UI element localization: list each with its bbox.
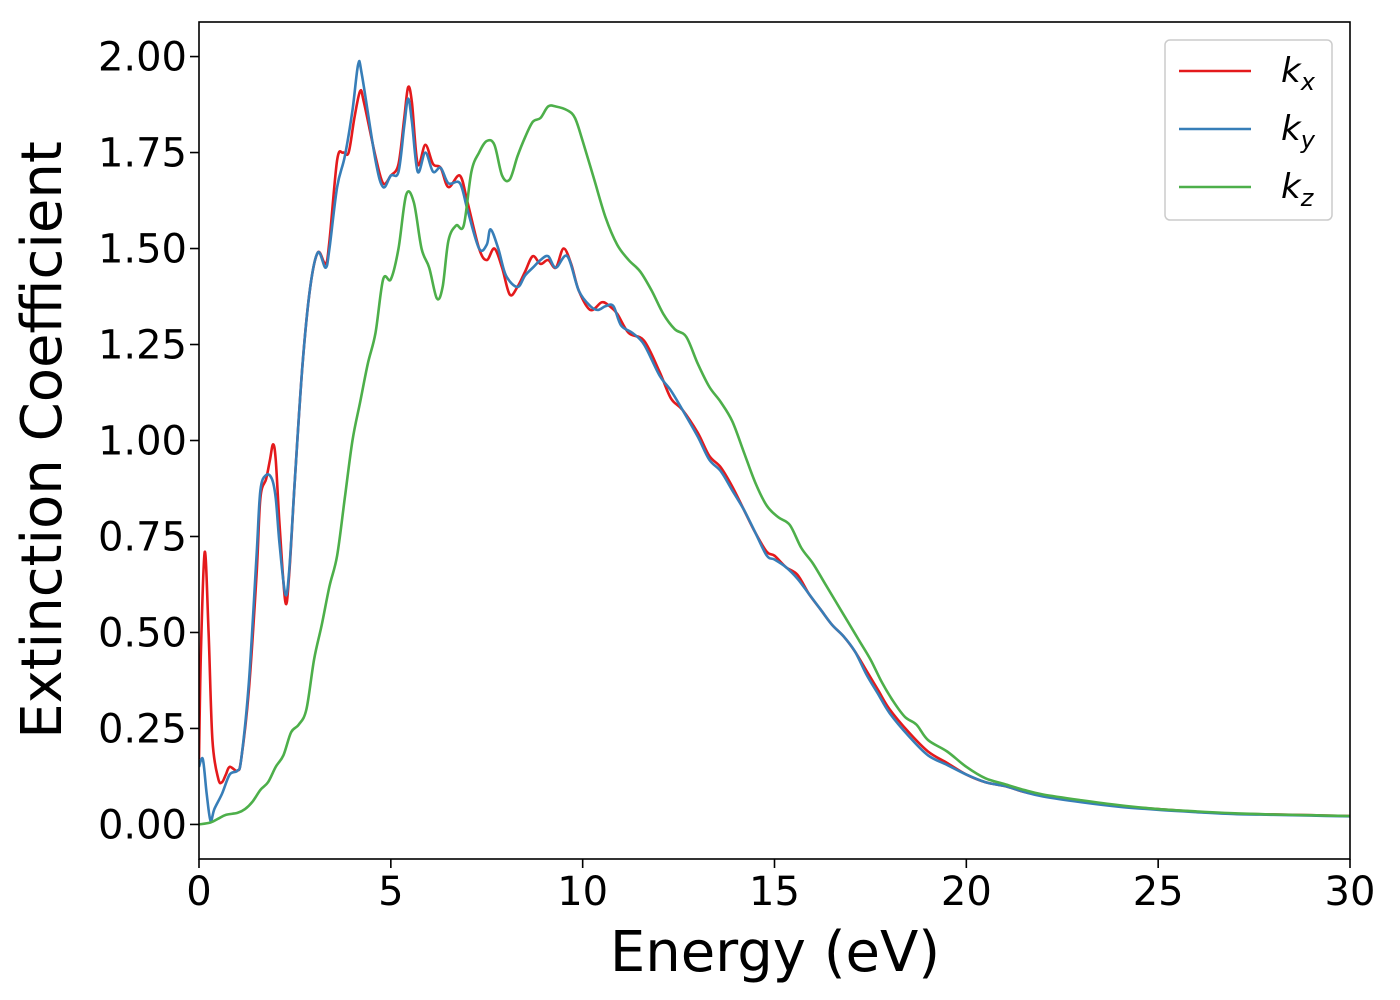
y-tick-label: 1.00 [98, 419, 187, 465]
x-tick-label: 15 [749, 869, 800, 915]
plot-background [199, 22, 1350, 859]
legend-label-ky: ky [1281, 109, 1316, 154]
y-tick-label: 0.75 [98, 514, 187, 560]
y-tick-label: 1.50 [98, 227, 187, 273]
series-layer [199, 59, 1350, 826]
series-line-ky [199, 59, 1350, 823]
legend-label-kz: kz [1281, 167, 1315, 212]
y-tick-label: 1.25 [98, 323, 187, 369]
y-tick-label: 0.25 [98, 706, 187, 752]
y-tick-label: 1.75 [98, 131, 187, 177]
y-tick-label: 2.00 [98, 35, 187, 81]
x-tick-label: 0 [186, 869, 211, 915]
x-tick-label: 30 [1325, 869, 1376, 915]
x-tick-label: 25 [1133, 869, 1184, 915]
x-axis: 0 5 10 15 20 25 30 [186, 859, 1375, 915]
x-tick-label: 5 [378, 869, 403, 915]
x-tick-label: 10 [557, 869, 608, 915]
y-tick-label: 0.50 [98, 610, 187, 656]
x-tick-label: 20 [941, 869, 992, 915]
legend-label-kx: kx [1281, 51, 1316, 96]
y-tick-label: 0.00 [98, 802, 187, 848]
series-line-kz [199, 104, 1350, 826]
x-axis-title: Energy (eV) [610, 920, 940, 985]
y-axis: 0.00 0.25 0.50 0.75 1.00 1.25 1.50 1.75 2.00 [98, 35, 199, 848]
legend: kx ky kz [1164, 39, 1333, 221]
y-axis-title: Extinction Coefficient [10, 141, 75, 739]
